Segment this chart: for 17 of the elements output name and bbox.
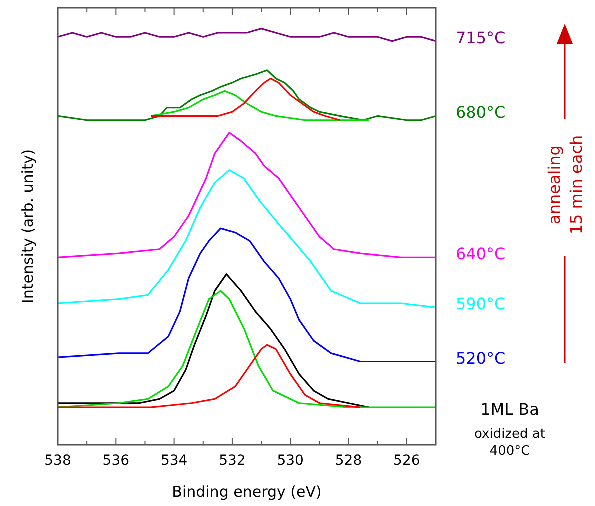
x-tick-label: 530 bbox=[277, 453, 304, 469]
text: annealing 15 min each bbox=[545, 135, 586, 235]
series-label: 520°C bbox=[456, 348, 506, 368]
x-tick-label: 532 bbox=[219, 453, 246, 469]
series-label: 640°C bbox=[456, 244, 506, 264]
y-axis-title: Intensity (arb. unity) bbox=[19, 149, 37, 304]
x-axis-title: Binding energy (eV) bbox=[172, 483, 322, 501]
x-tick-label: 538 bbox=[44, 453, 72, 469]
x-tick-label: 536 bbox=[102, 453, 130, 469]
series-label: 590°C bbox=[456, 294, 506, 314]
series-label: 715°C bbox=[456, 28, 506, 48]
x-tick-label: 534 bbox=[160, 453, 188, 469]
x-tick-label: 526 bbox=[394, 453, 420, 469]
text: oxidized at 400°C bbox=[474, 427, 546, 459]
x-tick-label: 528 bbox=[335, 453, 362, 469]
series-label: 680°C bbox=[456, 103, 506, 122]
text: 1ML Ba bbox=[480, 400, 540, 419]
